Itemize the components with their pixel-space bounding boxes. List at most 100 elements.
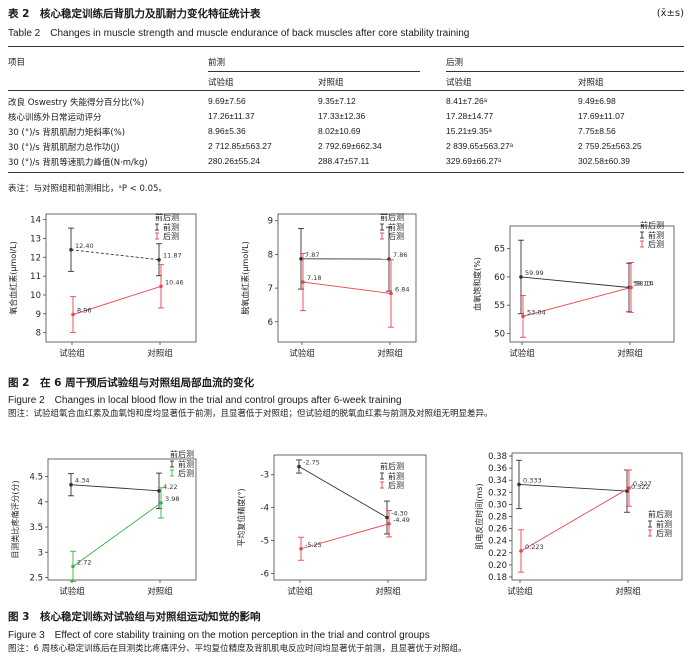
data-label: -4.49 — [393, 516, 410, 524]
row-value: 17.26±11.37 — [208, 111, 255, 121]
y-tick-label: 12 — [30, 253, 41, 263]
y-tick-label: 4.5 — [29, 473, 43, 483]
row-value: 7.75±8.56 — [578, 126, 616, 136]
row-value: 17.28±14.77 — [446, 111, 494, 121]
legend-entry: 后测 — [388, 231, 404, 241]
y-tick-label: 13 — [30, 234, 41, 244]
series-line-后测 — [72, 285, 162, 315]
data-point — [71, 312, 75, 317]
data-label: 3.98 — [165, 495, 179, 503]
table-title-en: Table 2 Changes in muscle strength and m… — [8, 28, 470, 39]
series-line-后测 — [300, 523, 390, 550]
chart-pain-score: 2.5 3 3.5 4 4.5 试验组 对照组 目测类比疼痛评分(分) 4.34 4.22 2.72… — [10, 449, 197, 597]
legend-entry: 后测 — [648, 239, 664, 249]
data-point — [297, 464, 301, 469]
y-tick-label: 8 — [268, 250, 273, 260]
plot-frame — [273, 454, 427, 581]
table-bottom-rule — [8, 172, 684, 174]
data-label: 0.327 — [633, 480, 652, 488]
x-tick-label: 试验组 — [287, 586, 313, 597]
row-item: 改良 Oswestry 失能得分百分比(%) — [8, 98, 145, 108]
data-label: 58.13 — [633, 280, 652, 288]
y-tick-label: 8 — [36, 329, 41, 339]
legend-entry: 后测 — [656, 528, 672, 538]
y-tick-label: 6 — [268, 318, 273, 328]
data-point — [157, 257, 161, 262]
data-label: 7.18 — [307, 274, 321, 282]
y-tick-label: 55 — [494, 301, 505, 311]
x-tick-label: 对照组 — [147, 348, 173, 359]
data-label: -2.75 — [303, 459, 320, 467]
col-header-item: 项目 — [8, 58, 26, 68]
figure3-caption-zh: 图 3 核心稳定训练对试验组与对照组运动知觉的影响 — [8, 611, 261, 623]
data-label: -4.30 — [391, 510, 408, 518]
data-point — [521, 314, 525, 319]
data-point — [299, 257, 303, 261]
y-axis-label: 目测类比疼痛评分(分) — [10, 480, 20, 558]
plot-frame — [47, 458, 197, 581]
series-line-前测 — [298, 466, 388, 518]
y-tick-label: 0.26 — [488, 525, 507, 535]
y-tick-label: 9 — [268, 217, 273, 227]
data-point — [299, 546, 303, 551]
y-tick-label: 0.34 — [488, 476, 507, 486]
row-value: 2 792.69±662.34 — [318, 141, 382, 151]
x-tick-label: 试验组 — [507, 586, 533, 597]
row-value: 9.69±7.56 — [208, 96, 246, 106]
y-axis-label: 肌电反应时间(ms) — [474, 483, 484, 549]
data-point — [519, 275, 523, 279]
legend-title: 前后测 — [640, 220, 664, 230]
row-value: 280.26±55.24 — [208, 156, 260, 166]
subheader-post-trial: 试验组 — [446, 78, 472, 88]
data-label: 4.34 — [75, 477, 89, 485]
data-point — [387, 257, 391, 261]
legend-entry: 前测 — [648, 230, 664, 240]
row-value: 329.69±66.27ᵃ — [446, 156, 502, 166]
x-tick-label: 对照组 — [377, 348, 403, 359]
series-line-前测 — [518, 483, 628, 492]
y-tick-label: 2.5 — [29, 573, 43, 583]
subheader-post-control: 对照组 — [578, 78, 604, 88]
y-tick-label: 9 — [36, 310, 41, 320]
series-line-前测 — [520, 276, 630, 288]
legend-entry: 后测 — [388, 480, 404, 490]
row-value: 2 839.65±563.27ᵃ — [446, 141, 513, 151]
subheader-pre-control: 对照组 — [318, 78, 344, 88]
y-tick-label: 10 — [30, 291, 41, 301]
row-item: 30 (°)/s 背肌肌耐力矩斜率(%) — [8, 128, 126, 138]
data-point — [385, 515, 389, 520]
figure2-note: 图注：试验组氧合血红素及血氧饱和度均显著低于前测，且显著低于对照组；但试验组的脱… — [8, 409, 493, 419]
x-tick-label: 对照组 — [615, 586, 641, 597]
y-tick-label: 0.36 — [488, 464, 507, 474]
data-label: 58.14 — [635, 279, 654, 287]
data-label: 0.322 — [631, 483, 650, 491]
row-value: 288.47±57.11 — [318, 156, 370, 166]
y-tick-label: 0.22 — [488, 549, 507, 559]
series-line-后测 — [302, 281, 392, 294]
chart-oxygen-saturation: 50 55 60 65 试验组 对照组 血氧饱和度(%) 59.99 58.13 53.04 58.… — [472, 220, 675, 359]
y-tick-label: 14 — [30, 216, 41, 226]
row-value: 17.69±11.07 — [578, 111, 625, 121]
data-label: 7.87 — [305, 251, 319, 259]
x-tick-label: 对照组 — [617, 348, 643, 359]
legend-entry: 前测 — [178, 459, 194, 469]
y-tick-label: 3 — [38, 548, 43, 558]
group-header-pre: 前测 — [208, 58, 226, 68]
data-point — [71, 564, 75, 569]
row-value: 9.49±6.98 — [578, 96, 616, 106]
y-tick-label: 0.24 — [488, 537, 507, 547]
data-point — [629, 285, 633, 290]
legend-title: 前后测 — [380, 461, 404, 471]
y-tick-label: 0.30 — [488, 500, 507, 510]
data-label: 59.99 — [525, 269, 544, 277]
data-label: 11.87 — [163, 252, 182, 260]
y-axis-label: 血氧饱和度(%) — [472, 257, 482, 311]
data-label: 4.22 — [163, 483, 177, 491]
series-line-后测 — [520, 487, 630, 552]
table-top-rule — [8, 46, 684, 48]
row-value: 8.41±7.26ᵃ — [446, 96, 487, 106]
series-line-前测 — [70, 249, 160, 261]
y-tick-label: 65 — [494, 245, 505, 255]
row-value: 8.96±5.36 — [208, 126, 246, 136]
